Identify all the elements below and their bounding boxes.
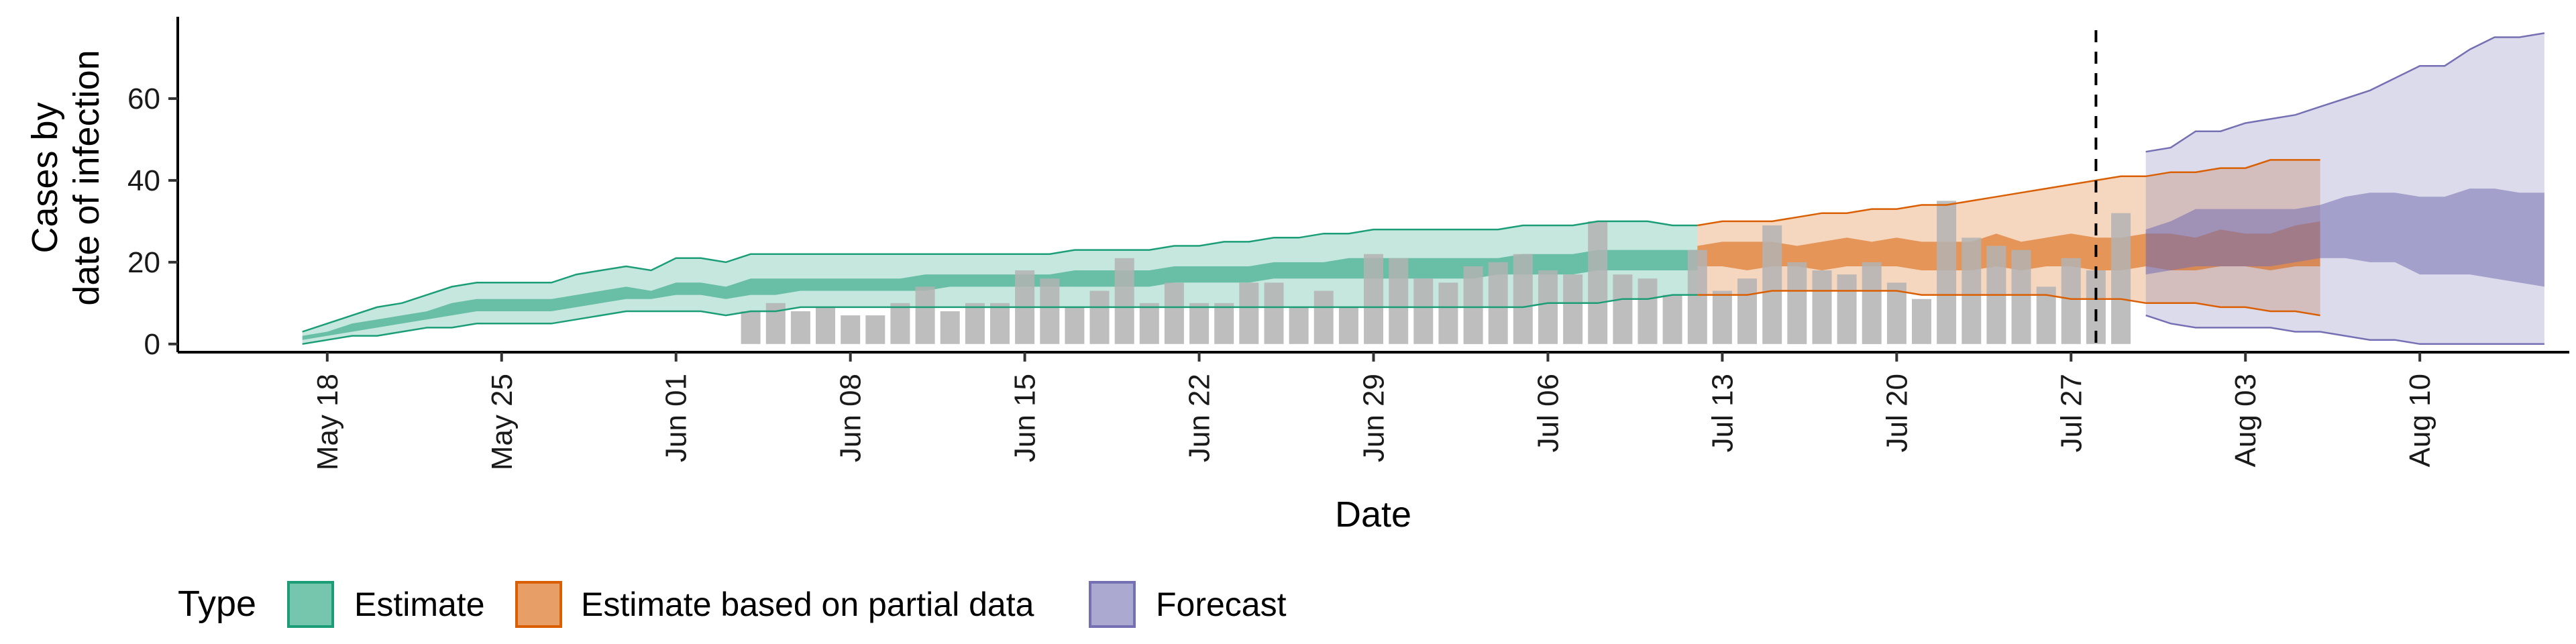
observed-bar-2020-06-23 bbox=[1214, 303, 1234, 344]
forecast-inner-band bbox=[2145, 189, 2544, 287]
y-tick-label-60: 60 bbox=[127, 83, 160, 115]
x-tick-label-2020-07-06: Jul 06 bbox=[1532, 374, 1564, 452]
observed-bar-2020-07-14 bbox=[1737, 278, 1757, 344]
observed-bar-2020-07-08 bbox=[1588, 221, 1608, 344]
observed-bar-2020-06-27 bbox=[1313, 290, 1334, 344]
y-axis-title-line-2: date of infection bbox=[66, 50, 107, 305]
observed-bar-2020-06-05 bbox=[765, 303, 786, 344]
observed-bar-2020-06-11 bbox=[915, 286, 935, 344]
observed-bar-2020-07-15 bbox=[1762, 225, 1782, 344]
observed-bar-2020-07-01 bbox=[1413, 278, 1434, 344]
observed-bar-2020-07-11 bbox=[1662, 294, 1682, 344]
observed-bar-2020-06-10 bbox=[890, 303, 910, 344]
y-axis-title-line-1: Cases by bbox=[25, 102, 65, 253]
observed-bar-2020-07-13 bbox=[1712, 290, 1732, 344]
x-tick-label-2020-07-13: Jul 13 bbox=[1706, 374, 1739, 452]
legend-item-estimate: Estimate bbox=[287, 581, 485, 628]
observed-bar-2020-06-19 bbox=[1114, 258, 1134, 344]
credible-interval-inner-bands bbox=[302, 189, 2544, 340]
forecast-lower-edge bbox=[2145, 314, 2544, 345]
observed-bar-2020-07-02 bbox=[1438, 282, 1458, 344]
observed-bar-2020-07-22 bbox=[1937, 201, 1957, 344]
observed-bar-2020-06-18 bbox=[1089, 290, 1110, 344]
observed-bar-2020-07-06 bbox=[1538, 270, 1558, 344]
observed-bar-2020-06-25 bbox=[1264, 282, 1284, 344]
observed-bar-2020-06-17 bbox=[1065, 307, 1085, 344]
observed-bar-2020-06-20 bbox=[1139, 303, 1159, 344]
observed-bar-2020-06-07 bbox=[816, 307, 835, 344]
observed-bar-2020-06-14 bbox=[990, 303, 1010, 344]
estimate-upper-edge bbox=[302, 220, 1698, 333]
x-tick-label-2020-08-10: Aug 10 bbox=[2404, 374, 2436, 467]
observed-bar-2020-07-21 bbox=[1912, 299, 1931, 344]
y-tick-label-0: 0 bbox=[144, 328, 160, 361]
observed-bar-2020-06-21 bbox=[1164, 282, 1184, 344]
x-tick-label-2020-05-18: May 18 bbox=[311, 374, 344, 470]
legend-item-partial: Estimate based on partial data bbox=[515, 581, 1034, 628]
observed-bar-2020-06-13 bbox=[965, 303, 985, 344]
forecast-upper-edge bbox=[2145, 32, 2545, 153]
x-tick-label-2020-07-27: Jul 27 bbox=[2055, 374, 2088, 452]
observed-bar-2020-07-20 bbox=[1886, 282, 1907, 344]
x-tick-label-2020-06-22: Jun 22 bbox=[1183, 374, 1216, 462]
estimate-lower-edge bbox=[302, 294, 1698, 345]
legend: Type Estimate Estimate based on partial … bbox=[178, 581, 1287, 628]
observed-bar-2020-06-24 bbox=[1239, 282, 1259, 344]
legend-swatch-partial bbox=[515, 581, 562, 628]
observed-bar-2020-06-06 bbox=[790, 311, 810, 344]
y-tick-label-40: 40 bbox=[127, 164, 160, 197]
legend-swatch-forecast bbox=[1089, 581, 1136, 628]
x-tick-label-2020-06-15: Jun 15 bbox=[1009, 374, 1042, 462]
legend-title: Type bbox=[178, 584, 256, 624]
x-tick-label-2020-06-01: Jun 01 bbox=[660, 374, 693, 462]
observed-bar-2020-06-08 bbox=[841, 315, 861, 344]
legend-label-forecast: Forecast bbox=[1156, 586, 1287, 623]
observed-bar-2020-06-29 bbox=[1364, 254, 1383, 344]
observed-bar-2020-07-17 bbox=[1812, 270, 1832, 344]
observed-case-bars bbox=[741, 201, 2131, 344]
estimate-based-on-partial-data-lower-edge bbox=[1697, 290, 2320, 317]
observed-bar-2020-06-16 bbox=[1040, 278, 1060, 344]
observed-bar-2020-07-05 bbox=[1513, 254, 1533, 344]
observed-bar-2020-06-26 bbox=[1289, 307, 1309, 344]
observed-bar-2020-07-04 bbox=[1488, 262, 1508, 344]
observed-bar-2020-06-22 bbox=[1189, 303, 1210, 344]
x-tick-label-2020-05-25: May 25 bbox=[486, 374, 519, 470]
observed-bar-2020-07-16 bbox=[1787, 262, 1807, 344]
observed-bar-2020-07-07 bbox=[1563, 274, 1583, 344]
observed-bar-2020-07-03 bbox=[1463, 266, 1483, 344]
y-axis-title: Cases by date of infection bbox=[25, 50, 107, 305]
y-axis-ticks: 0 20 40 60 bbox=[127, 83, 178, 361]
observed-bar-2020-07-25 bbox=[2011, 250, 2031, 344]
estimate-based-on-partial-data-upper-edge bbox=[1697, 159, 2320, 227]
observed-bar-2020-06-30 bbox=[1389, 258, 1409, 344]
observed-bar-2020-07-12 bbox=[1687, 250, 1707, 344]
observed-bar-2020-07-23 bbox=[1962, 237, 1982, 344]
band-edge-lines bbox=[302, 32, 2545, 345]
observed-bar-2020-07-27 bbox=[2061, 258, 2081, 344]
legend-swatch-estimate bbox=[287, 581, 334, 628]
y-tick-label-20: 20 bbox=[127, 246, 160, 279]
observed-bar-2020-07-19 bbox=[1862, 262, 1882, 344]
observed-bar-2020-07-10 bbox=[1638, 278, 1658, 344]
legend-item-forecast: Forecast bbox=[1089, 581, 1287, 628]
observed-bar-2020-07-09 bbox=[1613, 274, 1633, 344]
observed-bar-2020-06-09 bbox=[865, 315, 885, 344]
x-tick-label-2020-07-20: Jul 20 bbox=[1880, 374, 1913, 452]
x-axis-ticks: May 18 May 25 Jun 01 Jun 08 Jun 15 Jun 22 Jun … bbox=[311, 352, 2436, 470]
estimate-inner-band bbox=[302, 250, 1698, 340]
x-tick-label-2020-08-03: Aug 03 bbox=[2229, 374, 2262, 467]
observed-bar-2020-07-29 bbox=[2111, 213, 2131, 344]
x-axis-title: Date bbox=[1335, 494, 1411, 535]
observed-bar-2020-06-28 bbox=[1338, 307, 1358, 344]
legend-label-partial: Estimate based on partial data bbox=[581, 586, 1034, 623]
legend-label-estimate: Estimate bbox=[354, 586, 485, 623]
x-tick-label-2020-06-08: Jun 08 bbox=[835, 374, 867, 462]
observed-bar-2020-06-04 bbox=[741, 311, 761, 344]
x-tick-label-2020-06-29: Jun 29 bbox=[1358, 374, 1391, 462]
observed-bar-2020-06-12 bbox=[940, 311, 960, 344]
observed-bar-2020-07-18 bbox=[1837, 274, 1857, 344]
